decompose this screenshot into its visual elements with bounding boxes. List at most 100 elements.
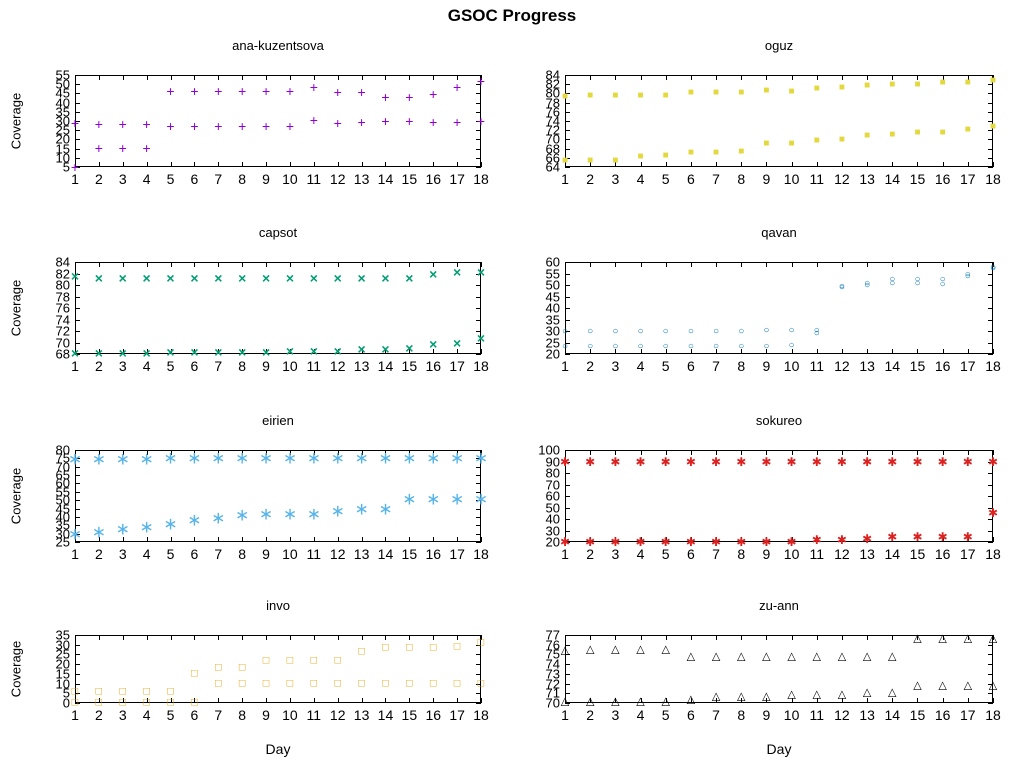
x-tick-label: 5 xyxy=(661,707,670,723)
x-tick-bottom xyxy=(337,162,339,167)
data-point: ∗ xyxy=(402,448,417,468)
data-point: × xyxy=(238,269,247,286)
y-tick-label: 82 xyxy=(545,76,560,92)
x-tick-top xyxy=(361,450,363,455)
x-tick-label: 7 xyxy=(712,707,720,723)
data-point: ■ xyxy=(788,138,795,149)
data-point: × xyxy=(214,269,223,286)
y-tick-label: 76 xyxy=(55,300,70,316)
x-tick-label: 15 xyxy=(401,546,418,562)
x-tick-label: 17 xyxy=(449,171,465,187)
x-tick-label: 1 xyxy=(561,171,569,187)
y-tick-label: 0 xyxy=(62,695,70,711)
x-tick-top xyxy=(665,635,667,640)
x-tick-label: 13 xyxy=(353,546,370,562)
data-point: × xyxy=(166,344,175,361)
x-tick-top xyxy=(242,75,244,80)
x-tick-label: 6 xyxy=(686,358,695,374)
y-tick-right xyxy=(476,148,481,150)
data-point: × xyxy=(476,329,486,346)
data-point: ∗ xyxy=(282,448,298,468)
y-tick-left xyxy=(565,683,570,685)
x-tick-label: 4 xyxy=(142,358,151,374)
y-tick-left xyxy=(75,102,80,104)
y-tick-left xyxy=(75,516,80,518)
y-tick-left xyxy=(565,507,570,509)
x-tick-label: 1 xyxy=(71,707,79,723)
data-point: △ xyxy=(711,690,721,703)
x-tick-top xyxy=(841,450,843,455)
x-tick-top xyxy=(122,262,124,267)
y-tick-right xyxy=(476,84,481,86)
y-tick-left xyxy=(75,273,80,275)
x-tick-bottom xyxy=(361,162,363,167)
y-tick-left xyxy=(565,93,570,95)
data-point: □ xyxy=(310,654,318,667)
x-tick-bottom xyxy=(716,698,718,703)
y-tick-label: 77 xyxy=(545,627,560,643)
x-tick-top xyxy=(266,635,268,640)
y-tick-label: 10 xyxy=(55,676,70,692)
x-tick-bottom xyxy=(98,698,100,703)
x-tick-bottom xyxy=(841,349,843,354)
x-tick-top xyxy=(98,75,100,80)
x-tick-bottom xyxy=(565,698,566,703)
y-tick-left xyxy=(565,473,570,474)
x-tick-label: 1 xyxy=(561,707,569,723)
plot-area xyxy=(75,262,481,354)
x-tick-top xyxy=(867,75,869,80)
data-point: ✱ xyxy=(660,454,671,469)
data-point: ✱ xyxy=(685,454,696,469)
x-tick-label: 15 xyxy=(909,358,926,374)
data-point: + xyxy=(70,114,80,131)
x-tick-bottom xyxy=(716,537,718,542)
y-tick-right xyxy=(476,644,481,646)
x-tick-top xyxy=(867,450,869,455)
x-tick-bottom xyxy=(266,349,268,354)
y-tick-left xyxy=(75,635,80,636)
x-tick-label: 3 xyxy=(118,546,127,562)
x-tick-bottom xyxy=(892,537,894,542)
x-tick-bottom xyxy=(942,698,944,703)
y-tick-left xyxy=(75,483,80,485)
data-point: ✱ xyxy=(559,454,571,469)
y-tick-left xyxy=(75,654,80,656)
data-point: × xyxy=(476,263,486,280)
x-tick-top xyxy=(590,75,592,80)
data-point: ■ xyxy=(939,77,946,89)
y-tick-right xyxy=(988,542,993,543)
data-point: ✱ xyxy=(937,530,948,545)
data-point: + xyxy=(333,84,342,101)
x-tick-bottom xyxy=(615,349,617,354)
x-tick-top xyxy=(242,450,244,455)
x-tick-bottom xyxy=(146,537,148,542)
y-tick-right xyxy=(476,693,481,695)
y-tick-right xyxy=(988,473,993,474)
data-point: ∗ xyxy=(115,519,130,539)
x-tick-top xyxy=(917,635,919,640)
data-point: ∗ xyxy=(426,489,441,508)
data-point: × xyxy=(429,335,438,352)
x-tick-top xyxy=(816,262,818,267)
data-point: □ xyxy=(119,685,127,698)
data-point: ∗ xyxy=(306,448,321,468)
y-tick-label: 60 xyxy=(545,254,560,270)
y-tick-right xyxy=(988,683,993,685)
y-tick-right xyxy=(476,508,481,510)
x-tick-bottom xyxy=(791,162,793,167)
x-tick-bottom xyxy=(481,537,482,542)
x-tick-label: 9 xyxy=(262,358,270,374)
x-tick-label: 1 xyxy=(71,171,79,187)
y-tick-right xyxy=(476,533,481,535)
data-point: △ xyxy=(837,650,847,663)
x-tick-label: 3 xyxy=(118,358,127,374)
x-tick-label: 15 xyxy=(909,171,926,187)
y-tick-right xyxy=(988,157,993,159)
x-tick-bottom xyxy=(266,698,268,703)
y-tick-left xyxy=(565,148,570,150)
y-tick-right xyxy=(476,121,481,122)
y-tick-label: 25 xyxy=(55,122,70,138)
x-tick-bottom xyxy=(615,537,617,542)
x-tick-top xyxy=(409,450,411,455)
y-tick-label: 78 xyxy=(55,289,70,304)
